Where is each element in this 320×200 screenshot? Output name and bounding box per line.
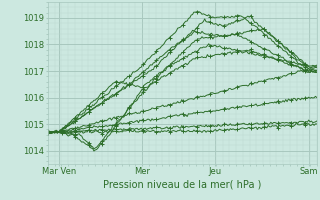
X-axis label: Pression niveau de la mer( hPa ): Pression niveau de la mer( hPa )	[103, 179, 261, 189]
